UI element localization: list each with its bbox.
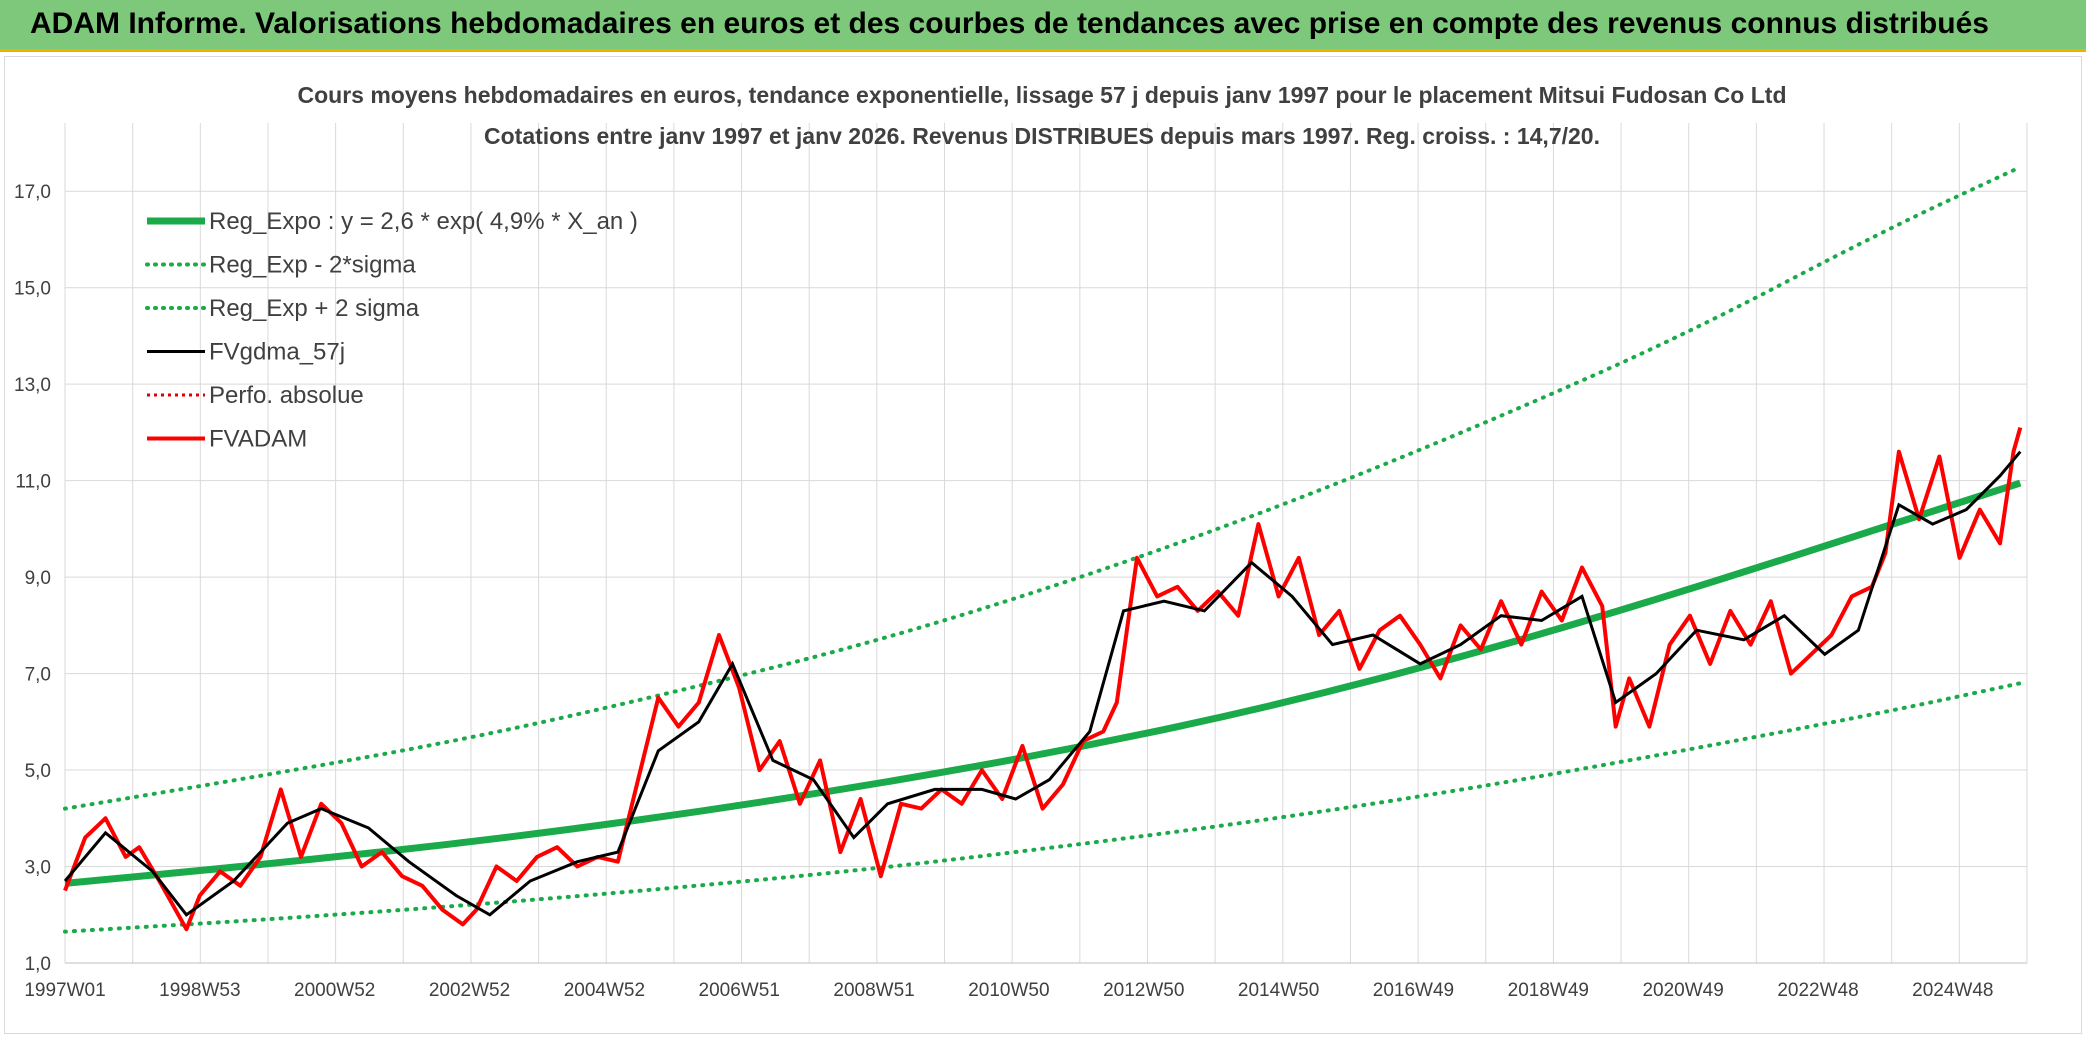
y-tick-label: 13,0	[14, 375, 51, 396]
x-tick-label: 2002W52	[429, 980, 510, 1001]
x-tick-label: 2012W50	[1103, 980, 1184, 1001]
reg-expo-line	[64, 479, 2022, 887]
legend-perfo-label: Perfo. absolue	[209, 382, 364, 409]
banner-title: ADAM Informe. Valorisations hebdomadaire…	[30, 7, 1989, 40]
y-tick-label: 15,0	[14, 279, 51, 300]
y-tick-label: 3,0	[25, 858, 51, 879]
x-tick-label: 1997W01	[24, 980, 105, 1001]
x-axis-tick-labels: 1997W01 1998W53 2000W52 2002W52 2004W52 2006W…	[24, 980, 1993, 1001]
x-tick-label: 2010W50	[968, 980, 1049, 1001]
chart-legend: Reg_Expo : y = 2,6 * exp( 4,9% * X_an ) R…	[145, 208, 638, 453]
chart-grid	[64, 123, 2028, 964]
x-tick-label: 1998W53	[159, 980, 240, 1001]
x-tick-label: 2014W50	[1238, 980, 1319, 1001]
x-tick-label: 2022W48	[1777, 980, 1858, 1001]
reg-exp-minus-2sigma-line	[63, 681, 2023, 934]
y-tick-label: 5,0	[25, 761, 51, 782]
x-tick-label: 2000W52	[294, 980, 375, 1001]
x-tick-label: 2018W49	[1508, 980, 1589, 1001]
y-axis-tick-labels: 1,0 3,0 5,0 7,0 9,0 11,0 13,0 15,0 17,0	[14, 182, 51, 975]
y-tick-label: 1,0	[25, 954, 51, 975]
legend-reg-exp-minus-label: Reg_Exp - 2*sigma	[209, 252, 416, 279]
line-chart: 1,03,05,07,09,011,013,015,017,0 1997W01 1…	[14, 82, 2028, 1001]
y-tick-label: 17,0	[14, 182, 51, 203]
fvgdma-57j-line	[63, 450, 2022, 917]
chart-frame: 1,0 3,0 5,0 7,0 9,0 11,0 13,0 15,0 17,0 1997W01 1…	[4, 56, 2082, 1034]
fvadam-line	[63, 427, 2023, 932]
legend-reg-expo-label: Reg_Expo : y = 2,6 * exp( 4,9% * X_an )	[209, 208, 638, 235]
x-tick-label: 2020W49	[1642, 980, 1723, 1001]
report-banner: ADAM Informe. Valorisations hebdomadaire…	[0, 0, 2086, 52]
chart-series	[63, 165, 2023, 934]
x-tick-label: 2016W49	[1373, 980, 1454, 1001]
legend-reg-exp-plus-label: Reg_Exp + 2 sigma	[209, 295, 420, 322]
y-tick-label: 11,0	[15, 472, 51, 493]
x-tick-label: 2004W52	[564, 980, 645, 1001]
chart-title: Cours moyens hebdomadaires en euros, ten…	[297, 82, 1786, 108]
x-tick-label: 2008W51	[833, 980, 914, 1001]
y-tick-label: 7,0	[25, 665, 51, 686]
x-tick-label: 2024W48	[1912, 980, 1993, 1001]
y-tick-label: 9,0	[25, 568, 51, 589]
reg-exp-plus-2sigma-line	[63, 165, 2023, 811]
x-tick-label: 2006W51	[699, 980, 780, 1001]
legend-fvgdma-label: FVgdma_57j	[209, 339, 345, 366]
chart-subtitle: Cotations entre janv 1997 et janv 2026. …	[484, 123, 1600, 149]
legend-fvadam-label: FVADAM	[209, 426, 307, 453]
